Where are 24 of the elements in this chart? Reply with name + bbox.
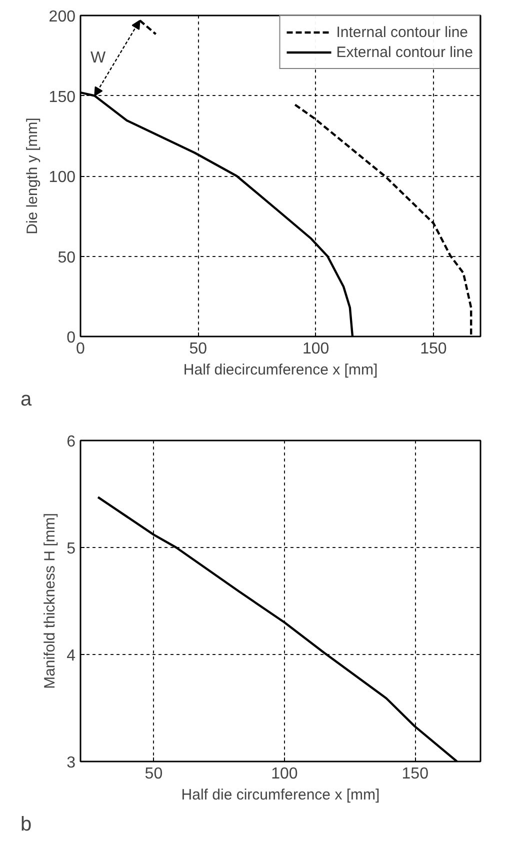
legend-label: External contour line [336, 44, 473, 60]
x-tick-label: 100 [271, 766, 298, 782]
x-tick-label: 150 [420, 340, 447, 358]
y-tick-label: 50 [58, 249, 76, 266]
y-tick-label: 200 [48, 8, 76, 26]
y-tick-label: 5 [66, 540, 76, 558]
x-tick-label: 50 [144, 766, 163, 782]
text: b [20, 814, 32, 836]
y-tick-label: 4 [66, 648, 76, 664]
annotation: W [90, 50, 106, 66]
y-tick-label: 150 [48, 88, 76, 106]
legend-label: Internal contour line [336, 24, 468, 40]
y-axis-title: Manifold thickness H [mm] [42, 513, 59, 689]
text: a [20, 388, 32, 410]
y-tick-label: 3 [66, 754, 76, 772]
y-tick-label: 6 [66, 434, 76, 450]
x-axis-title: Half diecircumference x [mm] [183, 362, 378, 378]
x-tick-label: 100 [302, 340, 330, 358]
x-tick-label: 150 [402, 766, 429, 782]
y-tick-label: 0 [66, 330, 76, 346]
x-tick-label: 50 [189, 340, 208, 358]
y-axis-title: Die length y [mm] [24, 118, 41, 234]
x-axis-title: Half die circumference x [mm] [181, 786, 380, 804]
y-tick-label: 100 [48, 169, 76, 186]
